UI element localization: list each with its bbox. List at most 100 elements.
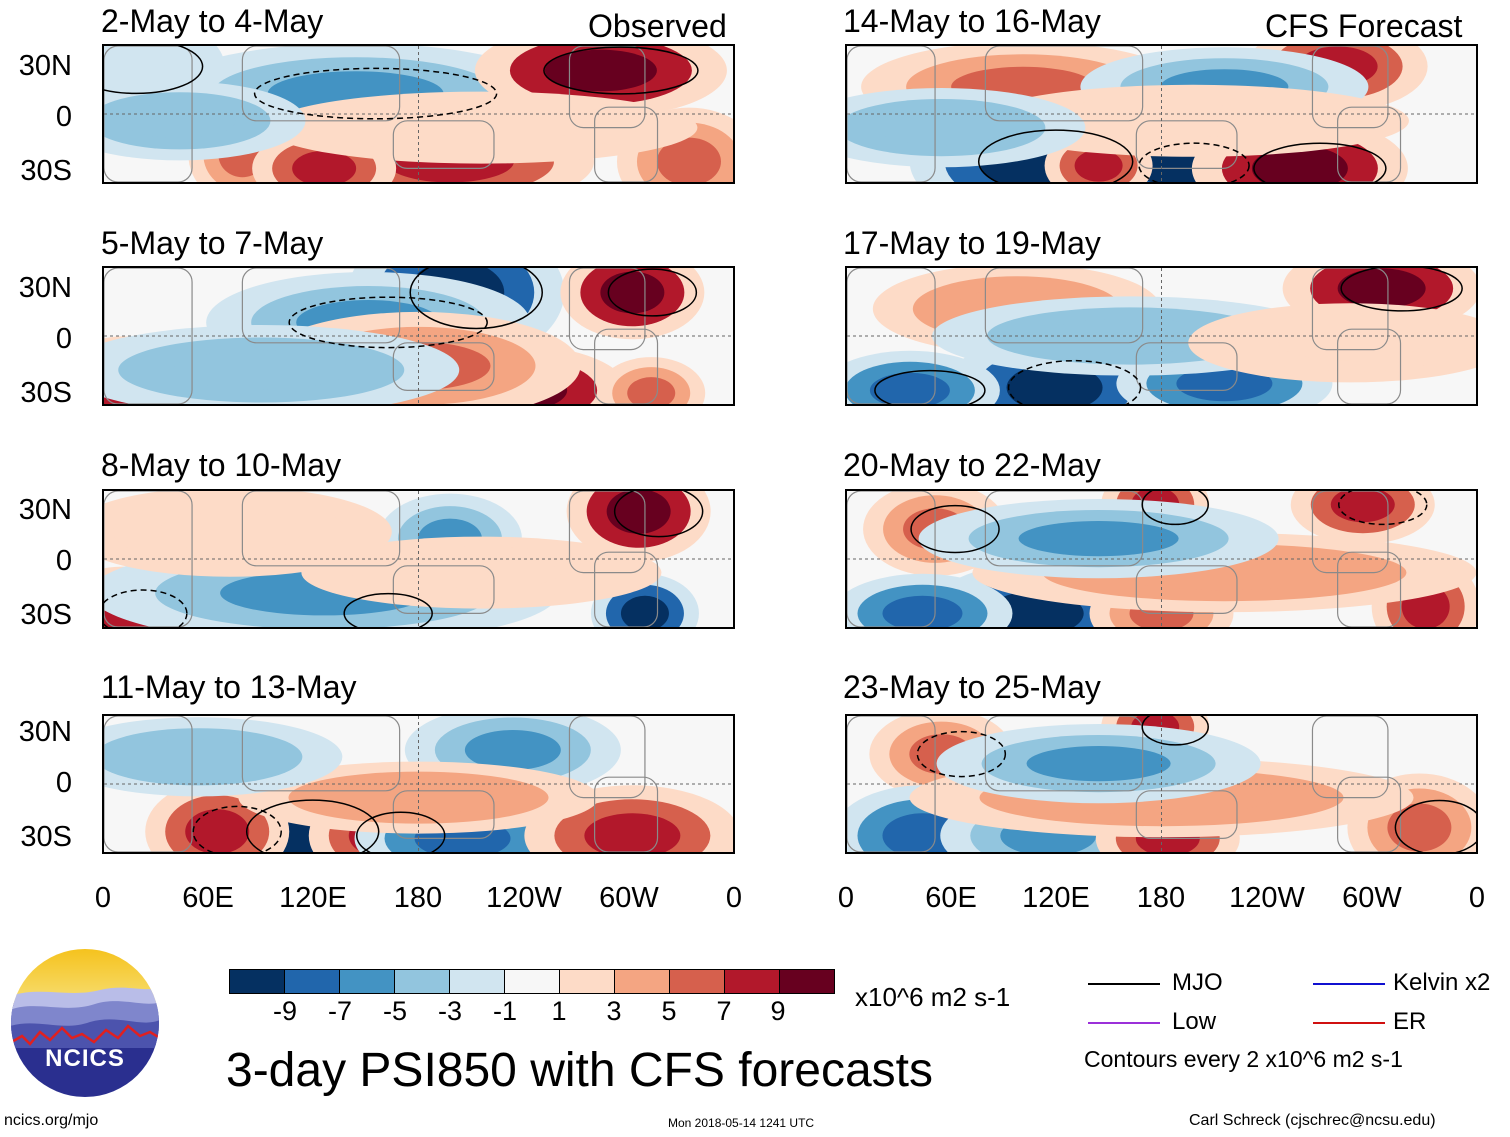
lon-label: 180 bbox=[1136, 882, 1186, 914]
coastline bbox=[594, 551, 659, 627]
coastline bbox=[104, 46, 193, 182]
logo-text: NCICS bbox=[45, 1045, 125, 1072]
colorbar-tick-label: 1 bbox=[551, 996, 567, 1026]
lon-label: 60E bbox=[182, 882, 234, 914]
contour-note: Contours every 2 x10^6 m2 s-1 bbox=[1084, 1046, 1403, 1072]
colorbar-tick-label: -9 bbox=[272, 996, 298, 1026]
coastline bbox=[241, 716, 401, 792]
mjo-contour bbox=[1141, 491, 1209, 526]
legend-label-kelvin: Kelvin x2 bbox=[1393, 969, 1491, 996]
panel-title: 23-May to 25-May bbox=[843, 669, 1101, 705]
observed-header: Observed bbox=[588, 8, 727, 44]
colorbar-tick-label: 3 bbox=[606, 996, 622, 1026]
lon-label: 60W bbox=[599, 882, 659, 914]
mjo-contour bbox=[343, 592, 433, 627]
panel-title: 11-May to 13-May bbox=[101, 669, 357, 705]
lon-label: 60W bbox=[1342, 882, 1402, 914]
panel-title: 14-May to 16-May bbox=[843, 3, 1101, 39]
coastline bbox=[1135, 790, 1238, 840]
anomaly-blob bbox=[544, 49, 657, 92]
coastline bbox=[241, 268, 401, 344]
panel-title: 17-May to 19-May bbox=[843, 225, 1101, 261]
coastline bbox=[984, 46, 1144, 122]
mjo-contour bbox=[104, 46, 204, 95]
anomaly-blob bbox=[1018, 521, 1179, 557]
anomaly-blob bbox=[464, 730, 561, 770]
anomaly-blob bbox=[1176, 366, 1273, 402]
footer-author: Carl Schreck (cjschrec@ncsu.edu) bbox=[1189, 1112, 1436, 1129]
lon-label: 120W bbox=[1229, 882, 1305, 914]
mjo-contour bbox=[253, 67, 498, 120]
legend-line-kelvin bbox=[1313, 983, 1385, 985]
coastline bbox=[241, 491, 401, 567]
coastline bbox=[1311, 46, 1389, 129]
coastline bbox=[1311, 491, 1389, 574]
coastline bbox=[568, 491, 646, 574]
anomaly-blob bbox=[1026, 746, 1171, 782]
colorbar-swatch bbox=[614, 970, 669, 993]
lat-label-eq: 0 bbox=[55, 101, 72, 133]
lat-label-30n: 30N bbox=[18, 50, 72, 82]
lat-label-30s: 30S bbox=[20, 599, 72, 631]
colorbar-swatch bbox=[504, 970, 559, 993]
coastline bbox=[847, 46, 936, 182]
map-graphic bbox=[104, 491, 733, 627]
anomaly-blob bbox=[157, 511, 302, 552]
mjo-contour bbox=[288, 296, 488, 349]
map-panel-forecast-1 bbox=[845, 44, 1478, 184]
lat-label-eq: 0 bbox=[55, 767, 72, 799]
anomaly-blob bbox=[401, 556, 562, 589]
map-graphic bbox=[847, 716, 1476, 852]
lat-label-eq: 0 bbox=[55, 545, 72, 577]
lon-label: 120W bbox=[486, 882, 562, 914]
coastline bbox=[1337, 328, 1402, 404]
anomaly-blob bbox=[134, 739, 263, 775]
anomaly-blob bbox=[656, 137, 721, 182]
map-panel-observed-3 bbox=[102, 489, 735, 629]
map-graphic bbox=[104, 46, 733, 182]
lat-label-30n: 30N bbox=[18, 494, 72, 526]
mjo-contour bbox=[916, 730, 1007, 778]
map-graphic bbox=[847, 491, 1476, 627]
anomaly-blob bbox=[1337, 268, 1426, 309]
colorbar-swatch bbox=[724, 970, 779, 993]
coastline bbox=[1135, 120, 1238, 170]
legend-line-mjo bbox=[1088, 983, 1160, 985]
coastline bbox=[1337, 551, 1402, 627]
mjo-contour bbox=[192, 805, 282, 852]
colorbar-swatch bbox=[449, 970, 504, 993]
coastline bbox=[392, 120, 495, 170]
lon-label: 0 bbox=[1468, 882, 1486, 914]
panel-title: 8-May to 10-May bbox=[101, 447, 342, 483]
anomaly-blob bbox=[338, 781, 499, 814]
colorbar-swatch bbox=[230, 970, 284, 993]
footer-url: ncics.org/mjo bbox=[4, 1112, 99, 1129]
colorbar-swatch bbox=[779, 970, 834, 993]
map-panel-observed-1 bbox=[102, 44, 735, 184]
ncics-logo: NCICS bbox=[10, 948, 160, 1098]
colorbar bbox=[229, 969, 835, 994]
map-panel-observed-2 bbox=[102, 266, 735, 406]
coastline bbox=[392, 790, 495, 840]
map-panel-observed-4 bbox=[102, 714, 735, 854]
mjo-contour bbox=[977, 129, 1134, 182]
anomaly-blob bbox=[600, 271, 665, 314]
coastline bbox=[568, 46, 646, 129]
lat-label-30s: 30S bbox=[20, 821, 72, 853]
coastline bbox=[392, 565, 495, 615]
lon-label: 120E bbox=[1022, 882, 1090, 914]
colorbar-tick-label: -7 bbox=[327, 996, 353, 1026]
legend-line-er bbox=[1313, 1022, 1385, 1024]
mjo-contour bbox=[1338, 491, 1428, 526]
coastline bbox=[104, 268, 193, 404]
coastline bbox=[568, 716, 646, 799]
anomaly-blob bbox=[185, 809, 250, 852]
colorbar-tick-label: -3 bbox=[437, 996, 463, 1026]
map-panel-forecast-4 bbox=[845, 714, 1478, 854]
mjo-contour bbox=[910, 504, 1000, 554]
mjo-contour bbox=[1340, 268, 1463, 312]
anomaly-blob bbox=[1074, 149, 1123, 182]
coastline bbox=[847, 268, 936, 404]
anomaly-blob bbox=[1251, 146, 1348, 182]
anomaly-blob bbox=[869, 372, 950, 404]
